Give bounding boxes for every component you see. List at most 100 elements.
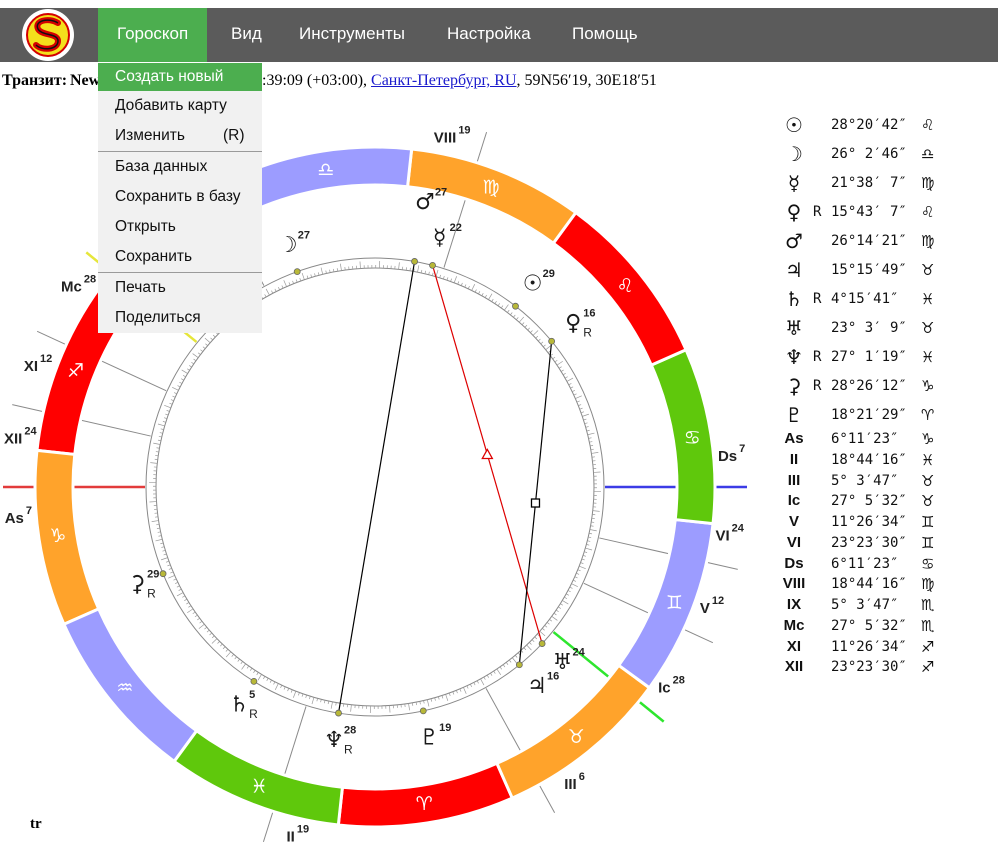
transit-place[interactable]: Санкт-Петербург, RU: [371, 72, 517, 89]
planet-degree: 24: [573, 647, 586, 659]
menu-item[interactable]: Настройка: [447, 24, 531, 43]
degree-tick: [181, 378, 184, 381]
zodiac-segment: [33, 448, 101, 627]
degree-tick: [271, 290, 274, 294]
degree-tick: [274, 288, 277, 292]
degree-tick: [493, 670, 496, 674]
menu-option[interactable]: Создать новый: [98, 63, 262, 91]
degree-tick: [206, 629, 210, 633]
degree-tick: [446, 277, 449, 281]
degree-tick: [301, 693, 304, 697]
cusp-degree: 19: [297, 824, 309, 836]
cusp-label: Ic 28: [658, 675, 685, 697]
degree-tick: [486, 674, 490, 678]
degree-tick: [452, 691, 455, 695]
degree-tick: [545, 345, 552, 351]
degree-tick: [511, 657, 517, 664]
cusp-name: II: [287, 828, 295, 845]
degree-tick: [336, 268, 339, 272]
degree-tick: [197, 352, 201, 355]
menu-option[interactable]: Сохранить в базу: [98, 182, 262, 212]
degree-tick: [457, 281, 460, 285]
degree-tick: [555, 609, 559, 613]
degree-tick: [474, 289, 477, 293]
degree-tick: [176, 592, 184, 597]
cusp-label: VIII 19: [434, 124, 471, 146]
degree-tick: [192, 353, 199, 358]
degree-tick: [556, 360, 563, 366]
degree-tick: [246, 665, 250, 669]
degree-tick: [558, 366, 562, 369]
menu-item[interactable]: Гороскоп: [98, 8, 208, 62]
body-symbol: ☿: [787, 171, 801, 195]
menu-option[interactable]: Печать: [98, 273, 262, 303]
menu-option-label: База данных: [115, 158, 208, 175]
body-symbol: Mc: [783, 616, 805, 634]
degree-tick: [500, 305, 504, 309]
planet-glyph: ♄: [229, 693, 249, 718]
degree-tick: [330, 701, 333, 709]
degree-tick: [578, 404, 582, 406]
sign: ♍: [921, 174, 935, 192]
degree-tick: [150, 462, 158, 464]
degree-tick: [187, 608, 194, 614]
menu-item[interactable]: Инструменты: [299, 24, 406, 43]
degree-tick: [572, 390, 576, 392]
degree-tick: [560, 369, 564, 372]
sign: ♏: [921, 616, 935, 635]
retro-flag: R: [813, 204, 822, 220]
degree-tick: [507, 309, 510, 313]
body-symbol: Ic: [787, 492, 801, 510]
degree-tick: [460, 282, 463, 286]
cusp-degree: 6: [579, 771, 585, 783]
degree-tick: [240, 661, 243, 665]
position: 27° 5′32″: [831, 617, 907, 634]
planet-degree: 19: [439, 722, 451, 734]
zodiac-glyph: ♒: [116, 677, 133, 699]
menu-option[interactable]: Добавить карту: [98, 91, 262, 121]
menu-option[interactable]: Изменить (R): [98, 121, 262, 151]
degree-tick: [554, 359, 558, 363]
cusp-degree: 19: [458, 124, 470, 136]
position: 5° 3′47″: [831, 472, 899, 489]
degree-tick: [434, 697, 436, 701]
degree-tick: [589, 441, 593, 443]
logo[interactable]: [18, 8, 78, 62]
retro-flag: R: [813, 349, 822, 365]
degree-tick: [574, 576, 578, 579]
menu-item[interactable]: Помощь: [572, 24, 638, 43]
degree-tick: [453, 276, 458, 283]
menu-option[interactable]: База данных: [98, 152, 262, 182]
cusp-degree: 28: [673, 675, 685, 687]
degree-tick: [292, 691, 297, 698]
degree-tick: [231, 654, 234, 657]
aspect-marker: [481, 448, 494, 460]
sign: ♑: [921, 430, 935, 448]
menu-item[interactable]: Вид: [231, 24, 262, 43]
degree-tick: [542, 628, 545, 631]
degree-tick: [173, 392, 177, 395]
planet-degree: 27: [435, 186, 447, 198]
position: 18°44′16″: [831, 451, 907, 468]
menu-option[interactable]: Поделиться: [98, 303, 262, 333]
degree-tick: [558, 606, 561, 609]
degree-tick: [325, 270, 327, 274]
cusp-degree: 12: [40, 353, 52, 365]
degree-tick: [441, 695, 444, 699]
degree-tick: [591, 452, 599, 454]
degree-tick: [305, 694, 307, 699]
menu-group: База данных Сохранить в базу Открыть Сохран…: [98, 151, 262, 272]
degree-tick: [298, 692, 300, 696]
degree-tick: [415, 702, 417, 706]
logo-s-outline: [35, 19, 59, 50]
degree-tick: [197, 617, 200, 621]
menu-option[interactable]: Открыть: [98, 212, 262, 242]
degree-tick: [535, 335, 539, 339]
degree-tick: [202, 346, 206, 349]
degree-tick: [473, 682, 476, 686]
position-row: ⚳ R 28°26′12″ ♑: [780, 376, 980, 396]
degree-tick: [162, 550, 166, 552]
menu-option[interactable]: Сохранить: [98, 242, 262, 272]
menu-option-label: Сохранить в базу: [115, 188, 241, 205]
degree-tick: [335, 702, 337, 706]
